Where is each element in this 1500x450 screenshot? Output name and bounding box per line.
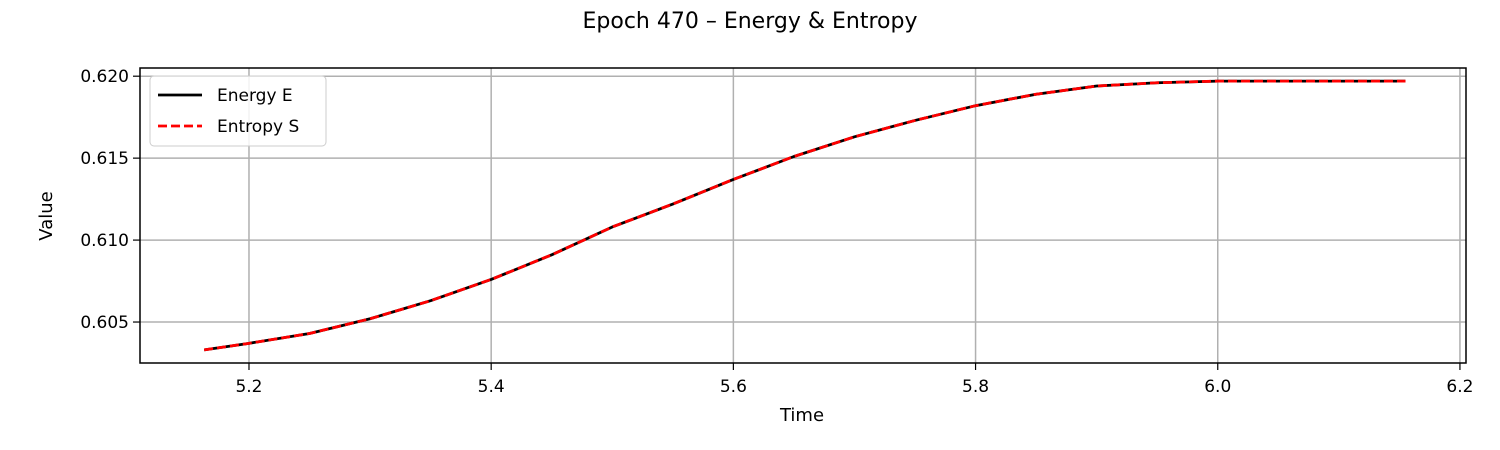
x-tick-label: 5.4	[478, 377, 505, 397]
chart-title: Epoch 470 – Energy & Entropy	[583, 9, 918, 34]
y-tick-label: 0.610	[80, 231, 129, 251]
x-tick-label: 5.8	[962, 377, 989, 397]
x-tick-label: 5.2	[235, 377, 262, 397]
y-tick-label: 0.620	[80, 67, 129, 87]
x-tick-label: 6.0	[1204, 377, 1231, 397]
legend-label: Energy E	[217, 86, 293, 106]
legend-label: Entropy S	[217, 117, 299, 137]
y-tick-label: 0.605	[80, 313, 129, 333]
x-tick-label: 5.6	[720, 377, 747, 397]
y-tick-label: 0.615	[80, 149, 129, 169]
y-axis-label: Value	[36, 191, 57, 240]
legend: Energy E Entropy S	[150, 76, 326, 146]
x-axis-label: Time	[779, 405, 824, 426]
x-tick-label: 6.2	[1446, 377, 1473, 397]
